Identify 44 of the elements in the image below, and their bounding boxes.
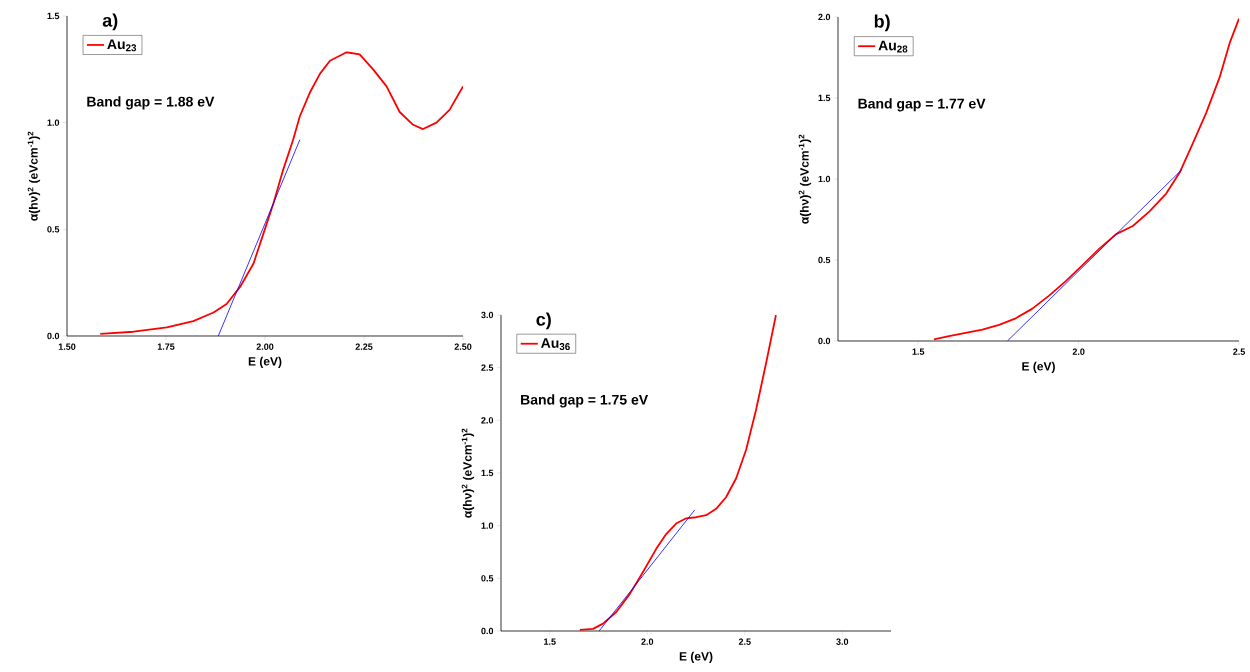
y-tick-label: 1.0 — [47, 119, 60, 126]
y-axis-title: α(hν)$^{2}$ (eVcm$^{-1}$)$^{2}$ — [798, 134, 812, 224]
x-tick-label: 2.00 — [256, 343, 274, 350]
y-tick-label: 0.0 — [481, 627, 494, 635]
x-tick-label: 2.50 — [454, 343, 472, 350]
x-axis-title: E (eV) — [679, 651, 713, 663]
line-series — [933, 17, 1240, 341]
y-tick-label: 2.0 — [818, 13, 831, 21]
x-tick-label: 3.0 — [836, 638, 849, 645]
y-tick-label: 1.0 — [481, 522, 494, 529]
y-tick-label: 0.0 — [818, 337, 831, 345]
x-tick-label: 1.75 — [157, 343, 175, 350]
legend-label: Au$_{28}$ — [878, 40, 908, 53]
x-tick-label: 1.5 — [544, 638, 556, 645]
x-tick-label: 2.5 — [1233, 348, 1246, 355]
y-tick-label: 0.5 — [818, 256, 831, 264]
x-tick-label: 2.5 — [738, 638, 751, 645]
x-axis-title: E (eV) — [1022, 361, 1055, 373]
y-axis-title: α(hν)$^{2}$ (eVcm$^{-1}$)$^{2}$ — [27, 131, 41, 221]
legend-label: Au$_{36}$ — [541, 338, 570, 351]
chart-title: c) — [536, 312, 551, 330]
annotation: Band gap = 1.77 eV — [858, 98, 986, 112]
chart-title: b) — [874, 14, 890, 32]
y-tick-label: 1.5 — [481, 469, 494, 477]
x-axis-title: E (eV) — [248, 356, 282, 368]
y-tick-label: 1.5 — [47, 12, 60, 20]
y-tick-label: 2.0 — [481, 417, 494, 424]
y-tick-label: 3.0 — [481, 311, 494, 319]
x-tick-label: 2.0 — [1072, 348, 1085, 355]
x-tick-label: 1.50 — [58, 343, 76, 350]
x-tick-label: 2.25 — [355, 343, 373, 350]
chart-title: a) — [102, 13, 118, 31]
annotation: Band gap = 1.75 eV — [521, 394, 649, 408]
y-tick-label: 1.5 — [818, 94, 831, 102]
x-tick-label: 2.0 — [641, 638, 654, 645]
y-tick-label: 0.5 — [481, 575, 494, 582]
annotation: Band gap = 1.88 eV — [87, 96, 215, 110]
y-tick-label: 2.5 — [481, 364, 494, 371]
y-tick-label: 1.0 — [818, 175, 831, 183]
y-axis-title: α(hν)$^{2}$ (eVcm$^{-1}$)$^{2}$ — [461, 428, 475, 518]
y-tick-label: 0.0 — [47, 332, 60, 340]
y-tick-label: 0.5 — [47, 226, 60, 233]
legend-label: Au$_{23}$ — [107, 39, 137, 52]
x-tick-label: 1.5 — [912, 348, 925, 355]
